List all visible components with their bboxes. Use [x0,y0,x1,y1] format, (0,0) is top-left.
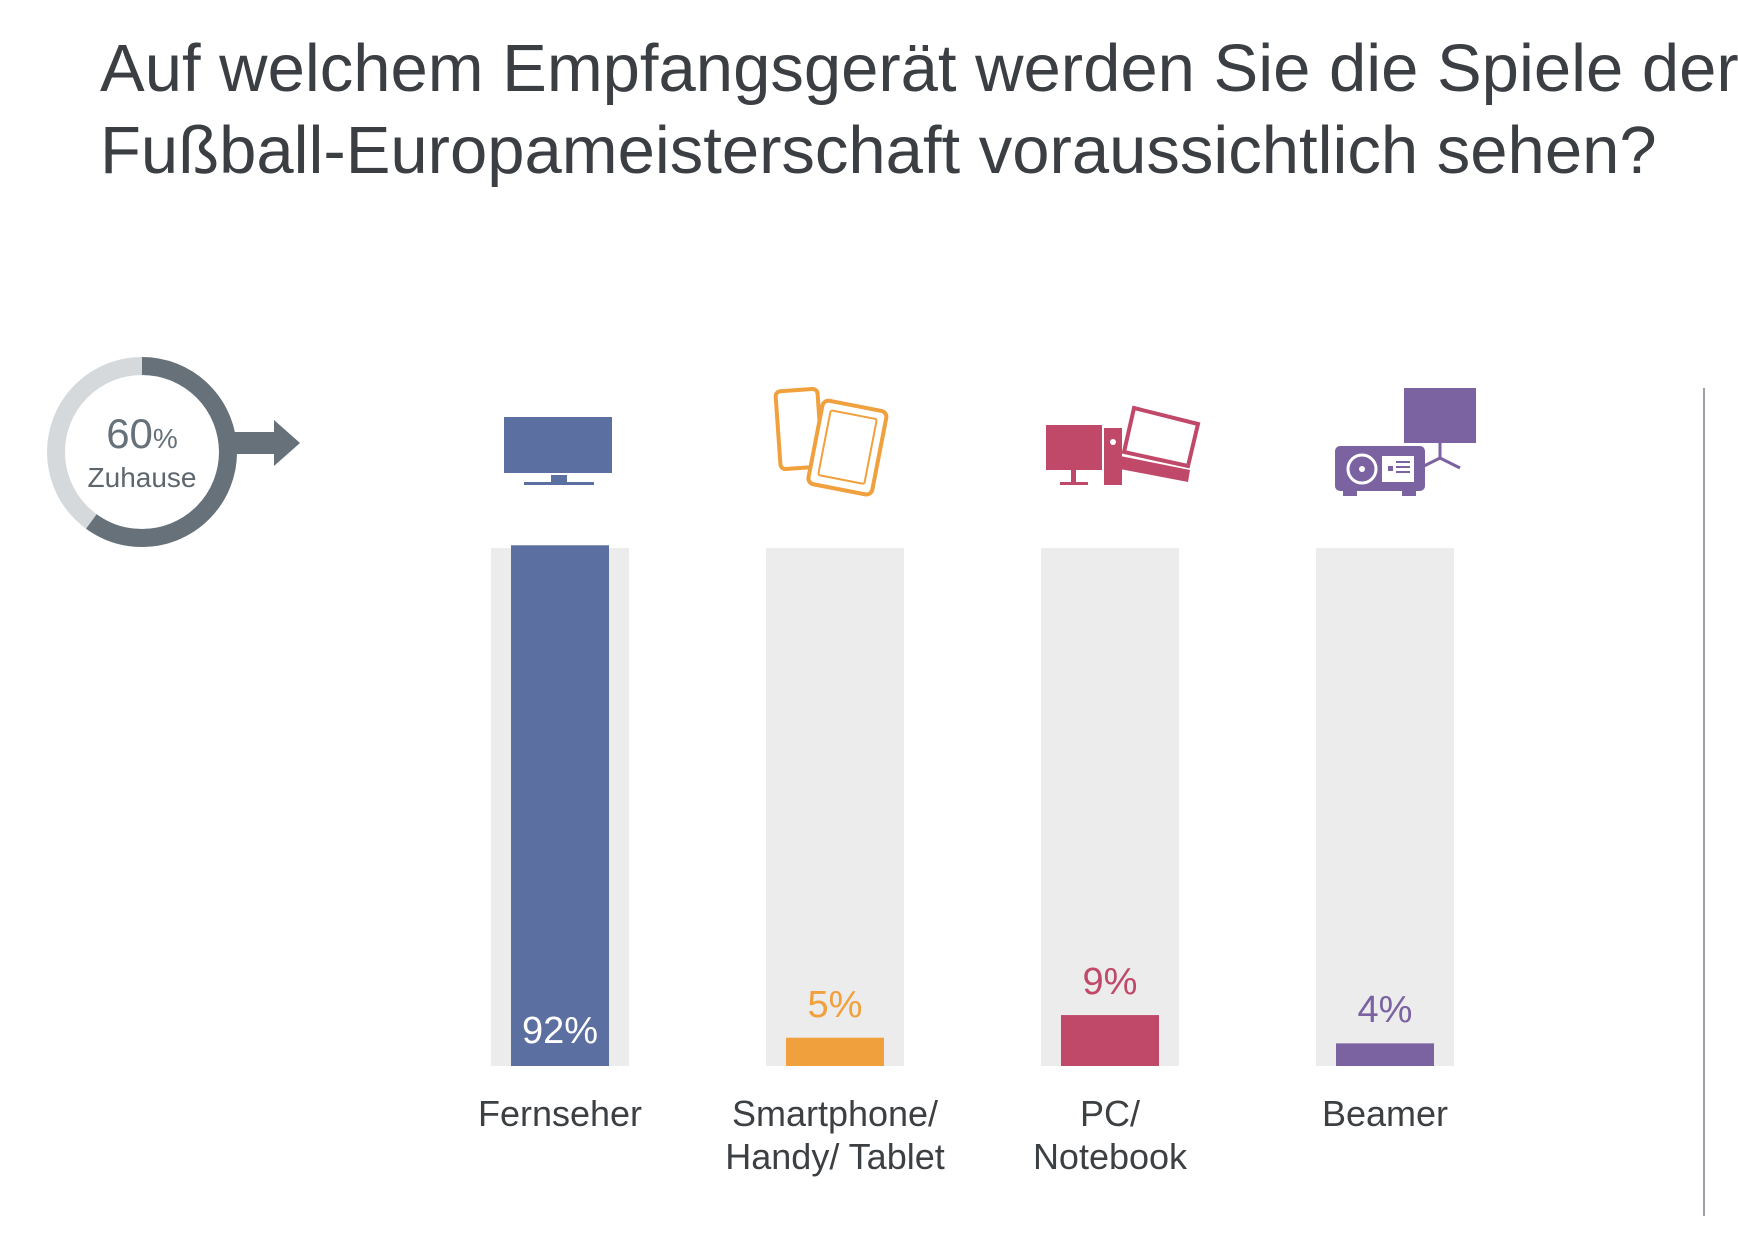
chart-title: Auf welchem Empfangsgerät werden Sie die… [100,28,1738,192]
category-label-line: Handy/ Tablet [725,1136,945,1177]
category-label-line: Smartphone/ [731,1093,939,1134]
category-label-line: PC/ [1079,1093,1140,1134]
donut-label: Zuhause [87,462,197,493]
divider-line [1703,388,1705,1216]
bar-track [1041,548,1179,1066]
arrow-head [274,420,300,466]
arrow-shaft [227,432,275,454]
title-line-1: Auf welchem Empfangsgerät werden Sie die… [100,31,1738,106]
pc-notebook-icon [1046,405,1201,485]
tv-icon [504,417,612,485]
category-label: Fernseher [425,1092,695,1135]
category-label-line: Notebook [1032,1136,1188,1177]
bar [1336,1043,1434,1066]
smartphone-tablet-icon [773,386,889,497]
category-label-line: Beamer [1321,1093,1449,1134]
donut-graphic [47,357,300,547]
bar-value-label: 5% [807,983,863,1026]
category-label-line: Fernseher [477,1093,643,1134]
bar [1061,1015,1159,1066]
beamer-icon [1335,388,1476,496]
bar [786,1037,884,1066]
donut-gauge: 60% Zuhause [22,340,322,580]
category-label: Beamer [1250,1092,1520,1135]
bar-track [1316,548,1454,1066]
bar-value-label: 4% [1357,989,1413,1032]
bar-value-label: 92% [521,1010,599,1052]
donut-value: 60% [22,410,262,458]
category-label: PC/Notebook [975,1092,1245,1178]
bar [511,545,609,1066]
category-label: Smartphone/Handy/ Tablet [700,1092,970,1178]
bar-value-label: 9% [1082,961,1138,1004]
bar-track [766,548,904,1066]
donut-value-number: 60 [106,410,153,457]
donut-value-unit: % [152,423,178,454]
title-line-2: Fußball-Europameisterschaft voraussichtl… [100,113,1657,188]
